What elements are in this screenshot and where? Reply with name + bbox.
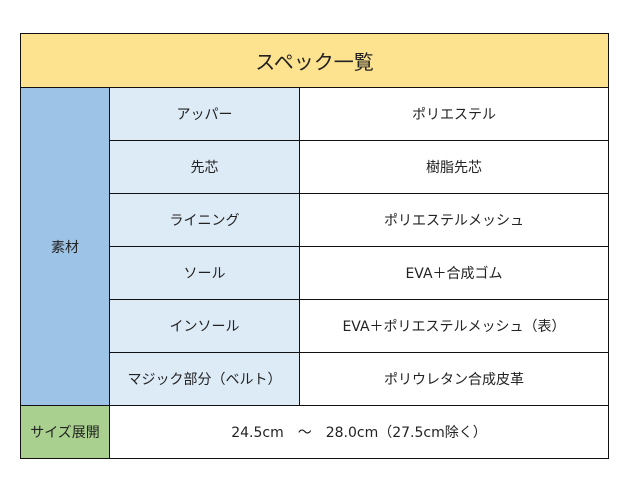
row-key: 先芯 xyxy=(109,140,300,194)
size-row: サイズ展開 24.5cm ～ 28.0cm（27.5cm除く） xyxy=(20,405,609,459)
row-value: EVA＋ポリエステルメッシュ（表） xyxy=(299,299,609,353)
row-value: 樹脂先芯 xyxy=(299,140,609,194)
table-row: 素材 アッパー ポリエステル xyxy=(20,87,609,406)
table-row: 先芯 樹脂先芯 xyxy=(21,140,609,194)
table-title: スペック一覧 xyxy=(20,33,609,88)
row-value: EVA＋合成ゴム xyxy=(299,246,609,300)
table-row: ソール EVA＋合成ゴム xyxy=(21,246,609,300)
row-key: ソール xyxy=(109,246,300,300)
row-key: マジック部分（ベルト） xyxy=(109,352,300,406)
table-row: インソール EVA＋ポリエステルメッシュ（表） xyxy=(21,299,609,353)
spec-table: スペック一覧 素材 アッパー ポリエステル 先芯 樹脂先芯 ライニング ポリエス… xyxy=(20,33,609,459)
row-key: アッパー xyxy=(109,87,300,141)
title-row: スペック一覧 xyxy=(20,33,609,88)
table-row: ライニング ポリエステルメッシュ xyxy=(21,193,609,247)
row-value: ポリウレタン合成皮革 xyxy=(299,352,609,406)
category-cell: 素材 xyxy=(20,87,110,406)
size-label: サイズ展開 xyxy=(20,405,110,459)
row-value: ポリエステル xyxy=(299,87,609,141)
table-row: マジック部分（ベルト） ポリウレタン合成皮革 xyxy=(21,352,609,406)
row-value: ポリエステルメッシュ xyxy=(299,193,609,247)
size-value: 24.5cm ～ 28.0cm（27.5cm除く） xyxy=(109,405,609,459)
row-key: インソール xyxy=(109,299,300,353)
row-key: ライニング xyxy=(109,193,300,247)
